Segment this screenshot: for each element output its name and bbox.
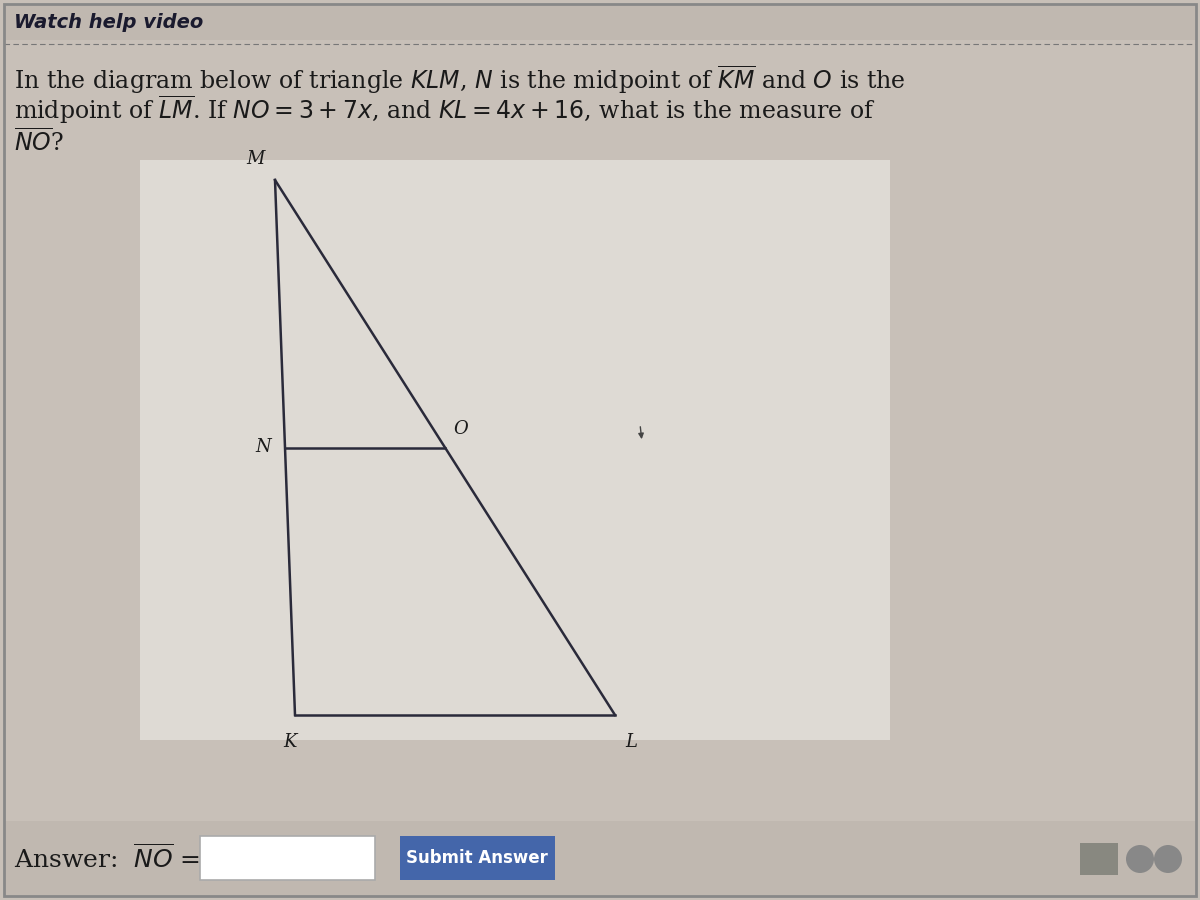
Bar: [400, 836, 554, 880]
Text: Submit Answer: Submit Answer: [406, 849, 548, 867]
Text: L: L: [625, 733, 637, 751]
Bar: [4, 4, 1196, 40]
Text: M: M: [247, 150, 265, 168]
Text: Answer:  $\overline{NO}$ =: Answer: $\overline{NO}$ =: [14, 843, 200, 872]
Bar: [4, 821, 1196, 896]
Circle shape: [1154, 845, 1182, 873]
Text: $\overline{NO}$?: $\overline{NO}$?: [14, 128, 64, 156]
Bar: [200, 836, 374, 880]
Text: In the diagram below of triangle $KLM$, $N$ is the midpoint of $\overline{KM}$ a: In the diagram below of triangle $KLM$, …: [14, 64, 906, 96]
Text: Watch help video: Watch help video: [14, 13, 203, 32]
Text: midpoint of $\overline{LM}$. If $NO = 3 + 7x$, and $KL = 4x + 16$, what is the m: midpoint of $\overline{LM}$. If $NO = 3 …: [14, 94, 876, 126]
Text: N: N: [256, 438, 271, 456]
Bar: [1080, 843, 1118, 875]
Circle shape: [1126, 845, 1154, 873]
Text: O: O: [454, 419, 468, 437]
Bar: [140, 160, 890, 740]
Text: K: K: [283, 733, 296, 751]
